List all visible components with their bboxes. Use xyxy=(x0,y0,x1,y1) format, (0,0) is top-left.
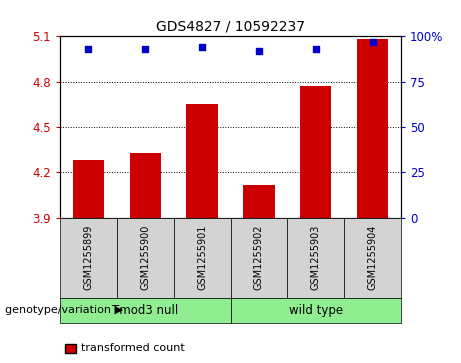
Text: GSM1255899: GSM1255899 xyxy=(83,225,94,290)
Title: GDS4827 / 10592237: GDS4827 / 10592237 xyxy=(156,20,305,34)
Bar xyxy=(130,153,161,218)
Text: genotype/variation ▶: genotype/variation ▶ xyxy=(5,305,123,315)
Text: wild type: wild type xyxy=(289,304,343,317)
Bar xyxy=(357,39,388,218)
Bar xyxy=(73,160,104,218)
Bar xyxy=(300,86,331,218)
Point xyxy=(255,48,263,54)
Text: GSM1255903: GSM1255903 xyxy=(311,225,321,290)
Text: GSM1255904: GSM1255904 xyxy=(367,225,378,290)
Text: GSM1255901: GSM1255901 xyxy=(197,225,207,290)
Point xyxy=(85,46,92,52)
Text: GSM1255900: GSM1255900 xyxy=(140,225,150,290)
Point xyxy=(369,39,376,45)
Bar xyxy=(186,104,218,218)
Point xyxy=(142,46,149,52)
Text: GSM1255902: GSM1255902 xyxy=(254,225,264,290)
Text: transformed count: transformed count xyxy=(81,343,184,354)
Text: Tmod3 null: Tmod3 null xyxy=(112,304,178,317)
Point xyxy=(198,44,206,50)
Point xyxy=(312,46,319,52)
Bar xyxy=(243,184,275,218)
